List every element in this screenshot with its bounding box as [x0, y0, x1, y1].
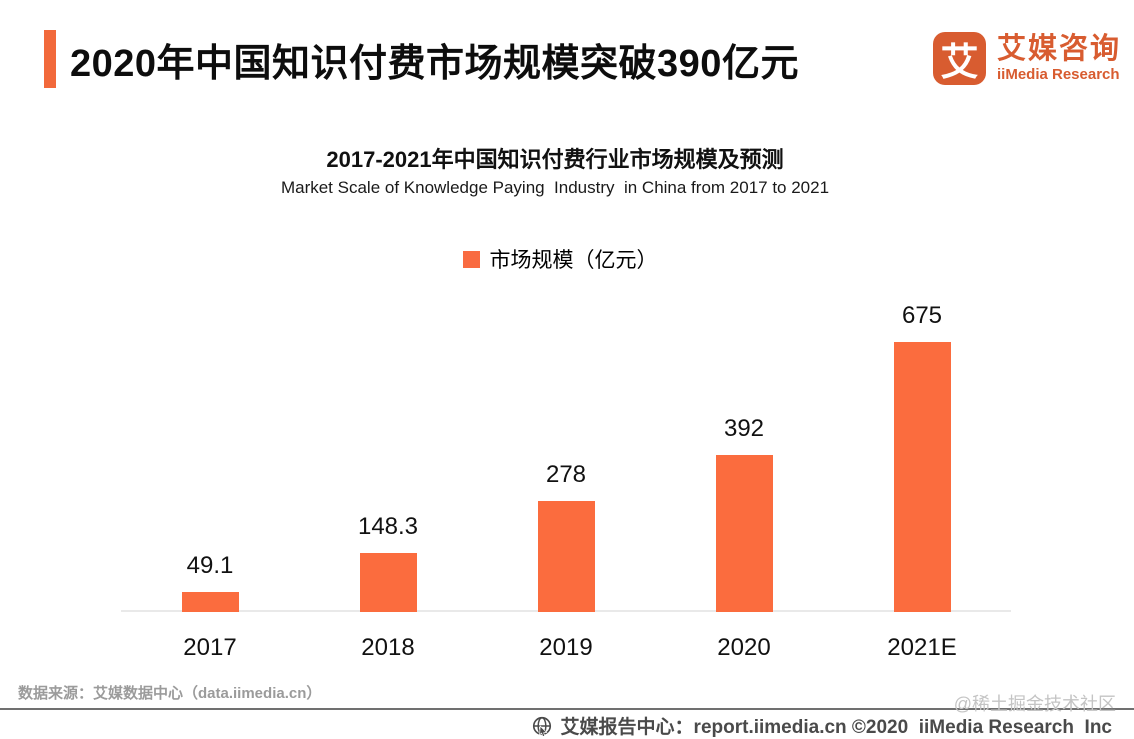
bar-value-label: 49.1 [186, 552, 234, 579]
logo-name-cn: 艾媒咨询 [997, 33, 1122, 65]
x-axis-label: 2021E [887, 634, 957, 661]
data-source-note: 数据来源：艾媒数据中心（data.iimedia.cn） [18, 685, 322, 702]
x-axis-labels: 2017 2018 2019 2020 2021E [121, 634, 1011, 662]
bar-column: 148.3 [299, 342, 477, 612]
report-footer: 艾媒报告中心：report.iimedia.cn ©2020 iiMedia R… [531, 712, 1112, 739]
header-accent-bar [44, 30, 56, 88]
x-axis-label: 2017 [183, 634, 237, 661]
report-footer-text: 艾媒报告中心：report.iimedia.cn ©2020 iiMedia R… [560, 717, 1112, 738]
bar [715, 455, 773, 612]
bar [537, 501, 595, 612]
iimedia-logo-icon: 艾 [933, 32, 986, 85]
bar-value-label: 148.3 [357, 513, 419, 540]
bar-value-label: 278 [545, 461, 587, 488]
legend-label: 市场规模（亿元） [489, 249, 658, 272]
bar-value-label: 675 [901, 302, 943, 329]
globe-cursor-icon [532, 716, 551, 737]
bar-column: 278 [477, 342, 655, 612]
chart-legend: 市场规模（亿元） [0, 244, 1120, 274]
chart-title: 2017-2021年中国知识付费行业市场规模及预测 [326, 147, 784, 172]
watermark: @稀土掘金技术社区 [953, 694, 1116, 714]
chart-subtitle: Market Scale of Knowledge Paying Industr… [280, 178, 830, 197]
x-axis-label: 2019 [539, 634, 593, 661]
bar-value-label: 392 [723, 415, 765, 442]
bar-column: 49.1 [121, 342, 299, 612]
page-title: 2020年中国知识付费市场规模突破390亿元 [70, 42, 799, 85]
x-axis-label: 2018 [361, 634, 415, 661]
legend-swatch-icon [462, 250, 480, 268]
bar-column: 675 [833, 302, 1011, 612]
bar [359, 553, 417, 612]
x-axis-label: 2020 [717, 634, 771, 661]
footer-divider [0, 708, 1134, 710]
bar [893, 342, 951, 612]
iimedia-logo: 艾 艾媒咨询 iiMedia Research [933, 32, 1121, 85]
bar-column: 392 [655, 342, 833, 612]
logo-name-en: iiMedia Research [997, 66, 1120, 83]
bar [181, 592, 239, 612]
bar-plot: 49.1 148.3 278 392 675 [121, 302, 1011, 612]
